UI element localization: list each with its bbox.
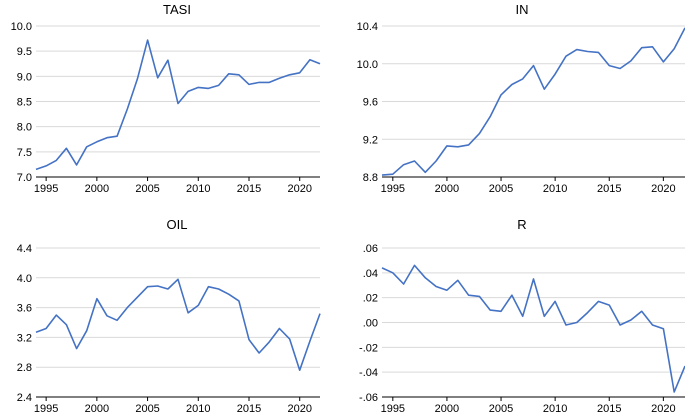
x-tick-label: 2010: [543, 183, 567, 195]
x-tick-label: 2015: [237, 403, 261, 413]
x-tick-label: 2020: [651, 183, 675, 195]
x-tick-label: 2015: [597, 403, 621, 413]
x-tick-label: 2005: [489, 403, 513, 413]
x-tick-label: 2000: [85, 183, 109, 195]
x-tick-label: 2020: [287, 403, 311, 413]
y-tick-label: 10.4: [357, 21, 378, 33]
x-tick-label: 2020: [287, 183, 311, 195]
y-tick-label: 9.6: [363, 97, 378, 109]
x-tick-label: 2000: [435, 403, 459, 413]
y-tick-label: 7.0: [17, 172, 32, 184]
panel-r: R -.06 -.04 -.02 .00 .02 .04 .06 1995 2000 2005 20…: [359, 217, 685, 415]
x-tick-label: 2015: [597, 183, 621, 195]
panel-title-r: R: [517, 217, 526, 232]
y-tick-label: -.04: [359, 367, 378, 379]
series-line-oil: [35, 278, 321, 372]
y-tick-label: 4.0: [17, 273, 32, 285]
y-tick-label: -.02: [359, 342, 378, 354]
x-tick-label: 1995: [381, 183, 405, 195]
x-tick-label: 2020: [651, 403, 675, 413]
y-tick-label: 9.2: [363, 134, 378, 146]
y-tick-label: 8.0: [17, 122, 32, 134]
y-tick-label: .02: [363, 293, 378, 305]
x-tick-label: 2005: [135, 183, 159, 195]
y-tick-label: -.06: [359, 392, 378, 404]
y-tick-label: .00: [363, 318, 378, 330]
y-tick-label: 9.5: [17, 46, 32, 58]
y-tick-label: 2.4: [17, 392, 32, 404]
panel-title-in: IN: [516, 2, 529, 17]
y-tick-label: 8.5: [17, 97, 32, 109]
panel-title-tasi: TASI: [163, 2, 191, 17]
series-line-in: [381, 27, 685, 176]
y-tick-label: 10.0: [357, 59, 378, 71]
x-tick-label: 2010: [543, 403, 567, 413]
panel-oil: OIL 2.4 2.8 3.2 3.6 4.0 4.4 1995 2000 2005 2010 20…: [17, 217, 321, 415]
x-tick-label: 2005: [489, 183, 513, 195]
y-tick-label: 3.2: [17, 332, 32, 344]
y-tick-label: 2.8: [17, 362, 32, 374]
y-tick-label: .06: [363, 243, 378, 255]
series-line-r: [381, 264, 685, 393]
x-tick-label: 1995: [34, 183, 58, 195]
y-tick-label: 9.0: [17, 71, 32, 83]
panel-in: IN 8.8 9.2 9.6 10.0 10.4 1995 2000 2005 2010 2015…: [357, 2, 685, 195]
x-tick-label: 2015: [237, 183, 261, 195]
x-tick-label: 2000: [435, 183, 459, 195]
panel-tasi: TASI 7.0 7.5 8.0 8.5 9.0 9.5 10.0 1995 2000 2005 2…: [11, 2, 321, 195]
x-tick-label: 2000: [85, 403, 109, 413]
x-tick-label: 2005: [135, 403, 159, 413]
panel-title-oil: OIL: [167, 217, 188, 232]
y-tick-label: .04: [363, 268, 378, 280]
y-tick-label: 10.0: [11, 21, 32, 33]
y-tick-label: 7.5: [17, 147, 32, 159]
x-tick-label: 2010: [186, 403, 210, 413]
y-tick-label: 4.4: [17, 243, 32, 255]
x-tick-label: 1995: [34, 403, 58, 413]
y-tick-label: 8.8: [363, 172, 378, 184]
x-tick-label: 2010: [186, 183, 210, 195]
y-tick-label: 3.6: [17, 303, 32, 315]
series-line-tasi: [35, 39, 321, 171]
x-tick-label: 1995: [381, 403, 405, 413]
